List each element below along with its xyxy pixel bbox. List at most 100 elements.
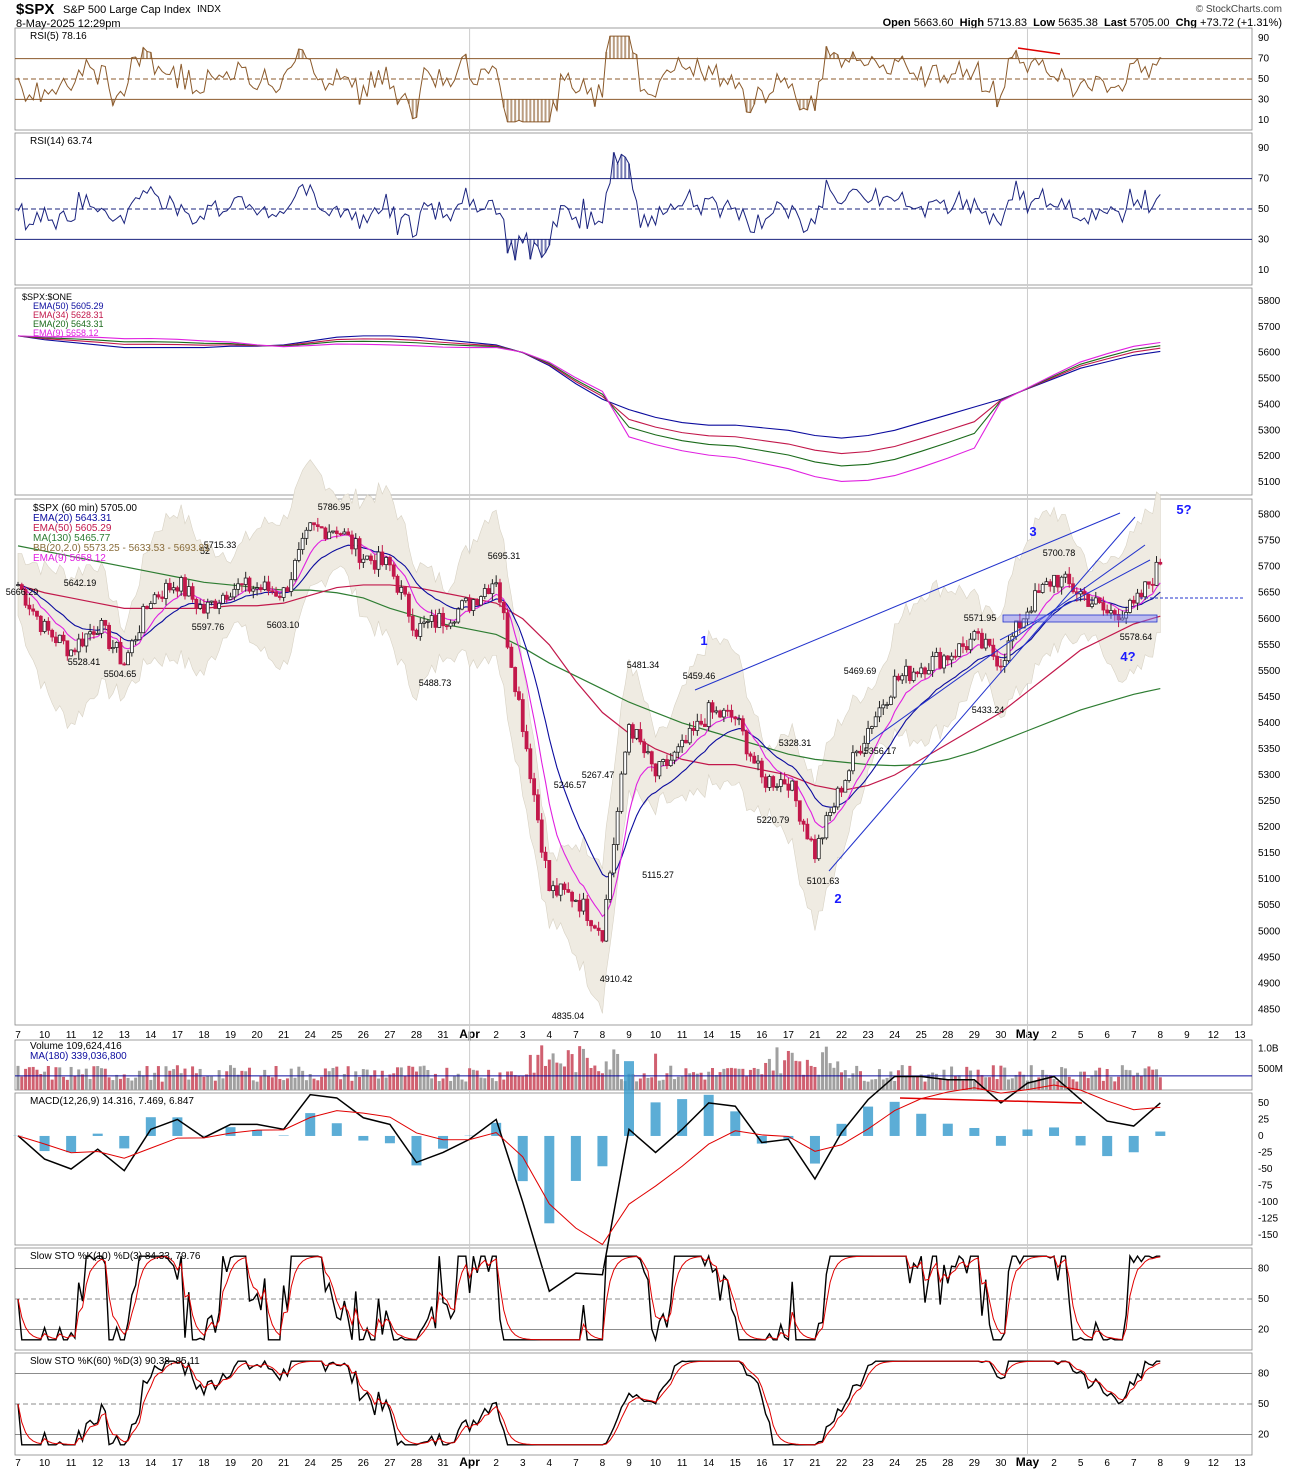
candle-body xyxy=(1116,614,1121,621)
candle-body xyxy=(877,707,882,718)
candle-body xyxy=(680,739,685,748)
volume-bar xyxy=(39,1074,43,1090)
volume-bar xyxy=(255,1081,259,1090)
candle-body xyxy=(270,590,275,593)
candle-body xyxy=(763,776,768,788)
volume-bar xyxy=(893,1080,897,1090)
macd-histogram-bar xyxy=(438,1135,449,1149)
x-tick-label: 17 xyxy=(172,1030,184,1041)
x-tick-label: 13 xyxy=(119,1458,131,1469)
low-value: 5635.38 xyxy=(1058,17,1098,29)
x-tick-label: 14 xyxy=(145,1458,157,1469)
candle-body xyxy=(589,920,593,927)
candle-body xyxy=(251,588,256,592)
price-annotation: 5101.63 xyxy=(807,876,840,886)
candle-body xyxy=(896,675,901,681)
volume-bar xyxy=(991,1065,995,1090)
macd-histogram-bar xyxy=(1075,1135,1086,1146)
macd-histogram-bar xyxy=(597,1135,608,1167)
volume-bar xyxy=(1079,1071,1083,1090)
volume-bar xyxy=(122,1074,126,1090)
volume-bar xyxy=(316,1080,320,1090)
volume-bar xyxy=(957,1075,961,1090)
candle-body xyxy=(444,625,449,628)
macd-histogram-bar xyxy=(863,1106,874,1136)
price-annotation: 52 xyxy=(200,546,210,556)
volume-bar xyxy=(646,1077,650,1090)
candle-body xyxy=(133,639,138,642)
candle-body xyxy=(312,522,316,526)
y-tick-label: 25 xyxy=(1258,1114,1270,1125)
price-annotation: 5642.19 xyxy=(64,578,97,588)
last-value: 5705.00 xyxy=(1129,17,1170,29)
candle-body xyxy=(471,599,476,611)
x-tick-label: 6 xyxy=(1104,1030,1110,1041)
high-label: High xyxy=(959,17,985,29)
candle-body xyxy=(843,780,848,793)
candle-body xyxy=(137,632,142,641)
price-annotation: 5481.34 xyxy=(627,660,660,670)
x-tick-label: 14 xyxy=(703,1030,715,1041)
candle-body xyxy=(714,710,719,713)
wave-label: 2 xyxy=(834,891,841,906)
candle-body xyxy=(953,655,958,658)
candle-body xyxy=(1158,561,1163,565)
candle-body xyxy=(691,727,696,731)
panel-frame-ema xyxy=(14,287,1253,496)
price-annotation: 5695.31 xyxy=(488,551,521,561)
volume-bar xyxy=(676,1076,680,1090)
y-tick-label: 5700 xyxy=(1258,562,1281,573)
candle-body xyxy=(425,620,430,623)
y-tick-label: 10 xyxy=(1258,115,1270,126)
macd-histogram-bar xyxy=(756,1135,767,1144)
volume-bar xyxy=(179,1073,183,1090)
volume-bar xyxy=(635,1081,639,1090)
x-tick-label: 25 xyxy=(331,1030,343,1041)
candle-body xyxy=(410,615,415,631)
volume-bar xyxy=(320,1076,324,1090)
ema-line xyxy=(17,335,1161,482)
trend-line xyxy=(868,544,1146,743)
price-annotation: 5597.76 xyxy=(192,622,225,632)
candle-body xyxy=(232,588,237,598)
volume-bar xyxy=(566,1050,570,1090)
y-tick-label: -75 xyxy=(1258,1181,1273,1192)
y-tick-label: 5800 xyxy=(1258,296,1281,307)
candle-body xyxy=(528,748,533,780)
candle-body xyxy=(543,851,548,861)
candle-body xyxy=(460,600,464,610)
volume-bar xyxy=(1117,1076,1121,1090)
volume-bar xyxy=(559,1063,563,1090)
volume-bar xyxy=(58,1067,62,1090)
candle-body xyxy=(122,663,127,666)
x-tick-label: 27 xyxy=(384,1030,396,1041)
volume-bar xyxy=(232,1067,236,1090)
candle-body xyxy=(532,778,537,796)
macd-histogram-bar xyxy=(1102,1135,1113,1157)
volume-bar xyxy=(874,1079,878,1090)
x-tick-label: 24 xyxy=(889,1458,901,1469)
volume-bar xyxy=(597,1071,601,1090)
candle-body xyxy=(744,730,749,755)
candle-body xyxy=(228,596,233,600)
ema-line xyxy=(17,335,1161,455)
macd-histogram-bar xyxy=(1128,1135,1139,1153)
last-label: Last xyxy=(1104,17,1127,29)
price-annotation: 5700.78 xyxy=(1043,548,1076,558)
support-zone xyxy=(1002,614,1158,623)
macd-histogram-bar xyxy=(916,1113,927,1136)
x-tick-label: 24 xyxy=(305,1030,317,1041)
candle-body xyxy=(703,723,707,727)
exchange-label: INDX xyxy=(197,4,221,15)
y-tick-label: 80 xyxy=(1258,1263,1270,1274)
x-tick-label: 13 xyxy=(1234,1458,1246,1469)
candle-body xyxy=(463,597,468,602)
macd-histogram-bar xyxy=(544,1135,555,1224)
candle-body xyxy=(721,709,726,718)
x-tick-label: 25 xyxy=(331,1458,343,1469)
volume-bar xyxy=(392,1073,396,1090)
volume-bar xyxy=(198,1068,202,1090)
x-tick-label: 17 xyxy=(783,1458,795,1469)
x-tick-label: 9 xyxy=(1184,1458,1190,1469)
candle-body xyxy=(930,656,935,671)
